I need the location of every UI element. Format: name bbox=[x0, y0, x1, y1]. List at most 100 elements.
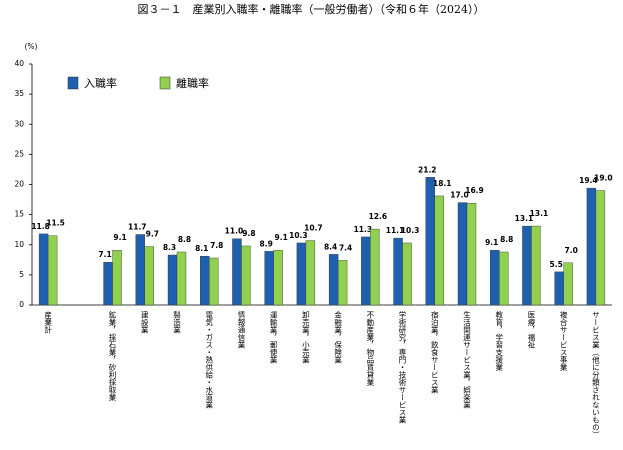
value-label: 10.3 bbox=[401, 226, 420, 235]
x-tick-label: 情報通信業 bbox=[237, 310, 246, 350]
legend-label: 入職率 bbox=[84, 76, 117, 90]
y-tick-label: 5 bbox=[19, 270, 24, 279]
bar bbox=[232, 238, 242, 306]
value-label: 18.1 bbox=[433, 179, 452, 188]
value-label: 10.3 bbox=[289, 231, 308, 240]
y-tick-label: 40 bbox=[14, 59, 24, 68]
x-tick-label: 運輸業，郵便業 bbox=[269, 311, 278, 365]
bar bbox=[144, 246, 154, 306]
value-label: 8.1 bbox=[195, 244, 208, 253]
value-label: 9.1 bbox=[485, 238, 498, 247]
legend-swatch bbox=[67, 76, 79, 90]
value-label: 10.7 bbox=[304, 224, 323, 233]
bar bbox=[457, 202, 468, 306]
value-label: 7.0 bbox=[565, 246, 578, 255]
x-tick-label: 宿泊業，飲食サービス業 bbox=[430, 310, 439, 395]
bar bbox=[370, 228, 380, 306]
value-label: 11.3 bbox=[354, 225, 373, 234]
y-tick-label: 30 bbox=[14, 119, 24, 128]
value-label: 7.1 bbox=[98, 250, 111, 259]
bar bbox=[264, 251, 274, 306]
value-label: 7.8 bbox=[210, 241, 223, 250]
value-label: 5.5 bbox=[550, 260, 563, 269]
bar bbox=[176, 251, 187, 306]
bar bbox=[38, 233, 49, 306]
y-tick-label: 0 bbox=[19, 300, 24, 309]
bar bbox=[112, 249, 122, 306]
value-label: 13.1 bbox=[530, 209, 549, 218]
bar bbox=[167, 254, 178, 306]
x-tick-label: 産業計 bbox=[43, 310, 52, 335]
value-label: 17.0 bbox=[450, 191, 469, 200]
x-tick-label: 教育，学習支援業 bbox=[494, 310, 503, 373]
value-label: 8.9 bbox=[260, 239, 273, 248]
bar bbox=[499, 251, 509, 306]
x-tick-label: 鉱業，採石業，砂利採取業 bbox=[108, 310, 117, 403]
value-label: 9.8 bbox=[242, 229, 255, 238]
x-tick-label: 不動産業，物品賃貸業 bbox=[366, 311, 375, 388]
x-tick-label: 医療，福祉 bbox=[527, 311, 536, 350]
bar bbox=[490, 249, 500, 306]
bar bbox=[337, 260, 348, 306]
value-label: 11.1 bbox=[386, 226, 405, 235]
value-label: 21.2 bbox=[418, 165, 437, 174]
y-tick-label: 25 bbox=[14, 149, 24, 158]
bar bbox=[393, 237, 403, 306]
bar bbox=[402, 242, 412, 306]
value-label: 16.9 bbox=[465, 186, 484, 195]
value-label: 8.8 bbox=[178, 235, 191, 244]
x-tick-label: 複合サービス事業 bbox=[559, 310, 568, 373]
value-label: 19.4 bbox=[579, 176, 598, 185]
value-label: 8.3 bbox=[163, 243, 176, 252]
bar bbox=[586, 187, 597, 306]
chart-title: 図３－１ 産業別入職率・離職率（一般労働者）（令和６年（2024）） bbox=[138, 2, 485, 16]
x-tick-label: 卸売業，小売業 bbox=[301, 310, 310, 365]
y-tick-label: 35 bbox=[14, 89, 24, 98]
x-tick-label: 生活関連サービス業，娯楽業 bbox=[462, 310, 471, 410]
bar bbox=[200, 255, 210, 306]
value-label: 8.4 bbox=[324, 242, 337, 251]
value-label: 19.0 bbox=[594, 174, 613, 183]
legend-swatch bbox=[159, 76, 171, 90]
bar bbox=[466, 202, 477, 306]
x-tick-label: 電気・ガス・熱供給・水道業 bbox=[204, 311, 213, 410]
y-tick-label: 15 bbox=[14, 210, 24, 219]
bar bbox=[328, 254, 339, 306]
value-label: 7.4 bbox=[339, 243, 352, 252]
bar bbox=[361, 236, 371, 306]
x-tick-label: 建設業 bbox=[140, 310, 149, 335]
x-tick-label: サービス業（他に分類されないもの） bbox=[591, 311, 600, 439]
bar bbox=[296, 242, 307, 306]
value-label: 11.8 bbox=[31, 222, 50, 231]
x-tick-label: 金融業，保険業 bbox=[333, 310, 342, 365]
bar bbox=[595, 190, 606, 306]
x-tick-label: 製造業 bbox=[172, 310, 181, 335]
bar bbox=[273, 249, 283, 306]
bar bbox=[434, 195, 444, 306]
bar bbox=[563, 262, 573, 306]
value-label: 9.1 bbox=[113, 233, 126, 242]
bar bbox=[305, 240, 316, 306]
bar bbox=[522, 225, 532, 306]
y-tick-label: 10 bbox=[14, 240, 24, 249]
value-label: 9.1 bbox=[275, 233, 288, 242]
value-label: 11.7 bbox=[128, 223, 147, 232]
y-unit: (%) bbox=[25, 42, 38, 51]
bar bbox=[425, 177, 435, 306]
bar bbox=[554, 271, 564, 306]
x-tick-label: 学術研究，専門・技術サービス業 bbox=[398, 310, 407, 425]
value-label: 11.5 bbox=[46, 219, 65, 228]
value-label: 8.8 bbox=[500, 235, 513, 244]
bar bbox=[241, 245, 251, 306]
bar bbox=[47, 235, 58, 306]
value-label: 12.6 bbox=[369, 212, 388, 221]
value-label: 13.1 bbox=[515, 214, 534, 223]
bar bbox=[103, 262, 113, 306]
bar bbox=[531, 225, 541, 306]
legend-label: 離職率 bbox=[176, 76, 209, 90]
bar bbox=[135, 234, 145, 306]
y-tick-label: 20 bbox=[14, 180, 24, 189]
bar bbox=[209, 257, 219, 306]
